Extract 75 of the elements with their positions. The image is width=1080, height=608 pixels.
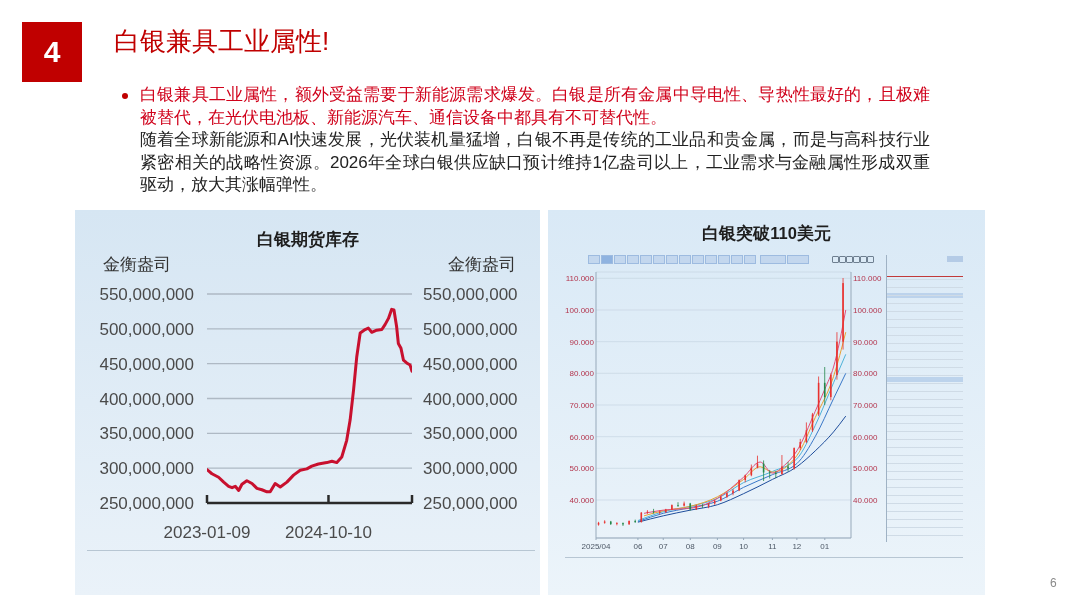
text: 6 (1050, 576, 1057, 590)
x-tick-label: 01 (820, 541, 830, 551)
y2-tick-label: 80.000 (853, 368, 879, 378)
x-tick-label: 08 (685, 541, 696, 551)
y2-tick-label: 50.000 (853, 463, 879, 473)
candlestick (830, 372, 832, 401)
y2-tick-label: 500,000,000 (423, 319, 518, 339)
y-axis-title: 金衡盎司 (103, 255, 171, 273)
y-tick-label: 50.000 (569, 463, 595, 473)
y-tick-label: 110.000 (565, 273, 595, 283)
candlestick (720, 494, 722, 502)
candlestick (664, 508, 667, 514)
x-tick-label: 11 (768, 541, 778, 551)
candlestick (683, 501, 685, 508)
y2-tick-label: 250,000,000 (423, 493, 518, 513)
candlestick (726, 491, 728, 499)
y2-tick-label: 100.000 (853, 305, 883, 315)
y-tick-label: 250,000,000 (99, 493, 194, 513)
y2-tick-label: 400,000,000 (423, 389, 518, 408)
candlestick (768, 469, 771, 479)
x-tick-label: 09 (712, 541, 723, 551)
candlestick (732, 488, 734, 496)
y-tick-label: 40.000 (569, 495, 595, 505)
y-tick-label: 100.000 (565, 305, 595, 315)
candlestick (701, 503, 704, 509)
x-tick-label: 12 (792, 541, 802, 551)
candlestick (781, 454, 783, 476)
text: 随着全球新能源和AI快速发展，光伏装机量猛增，白银不再是传统的工业品和贵金属，而是与高科技行业紧密相关的战略性资源。2026年全球白银供应缺口预计维持1亿盎司以上，工业需求与金融属性形成双重驱动，放大其涨幅弹性。 (140, 129, 930, 197)
y-tick-label: 70.000 (569, 400, 595, 410)
candlestick (823, 366, 826, 406)
text: 白银兼具工业属性，额外受益需要于新能源需求爆发。白银是所有金属中导电性、导热性最好的，且极难被替代，在光伏电池板、新能源汽车、通信设备中都具有不可替代性。 (140, 84, 930, 129)
y-tick-label: 500,000,000 (99, 319, 194, 339)
x-tick-label: 2023-01-09 (163, 522, 251, 542)
x-tick-label: 10 (739, 541, 749, 551)
candlestick (738, 479, 740, 492)
candlestick (836, 331, 838, 381)
x-tick-label: 07 (658, 541, 669, 551)
y-tick-label: 90.000 (569, 337, 595, 347)
chart-title: 白银突破110美元 (702, 224, 831, 242)
y2-axis-title: 金衡盎司 (448, 255, 516, 273)
y2-tick-label: 40.000 (853, 495, 879, 505)
y-tick-label: 400,000,000 (99, 389, 194, 408)
candlestick (652, 508, 655, 515)
candlestick (842, 277, 844, 350)
y2-tick-label: 70.000 (853, 400, 879, 410)
y-tick-label: 450,000,000 (99, 354, 194, 374)
x-tick-label: 06 (633, 541, 643, 551)
line-series (207, 307, 412, 494)
y-tick-label: 60.000 (569, 432, 595, 442)
y2-tick-label: 60.000 (853, 432, 879, 442)
y2-tick-label: 450,000,000 (423, 354, 518, 374)
line-series (637, 415, 847, 523)
y-tick-label: 300,000,000 (99, 458, 194, 478)
y-tick-label: 350,000,000 (99, 423, 194, 443)
candlestick (775, 470, 777, 479)
candlestick (793, 447, 795, 470)
chart-title: 白银期货库存 (256, 230, 359, 249)
square-badge: 4 (22, 22, 82, 82)
x-tick-label: 2024-10-10 (285, 522, 372, 542)
y2-tick-label: 350,000,000 (423, 423, 518, 443)
candlestick (787, 461, 789, 472)
y-tick-label: 80.000 (569, 368, 595, 378)
candlestick (671, 504, 673, 511)
text: 白银兼具工业属性! (114, 26, 330, 56)
y2-tick-label: 300,000,000 (423, 458, 518, 478)
candlestick (677, 501, 679, 508)
y2-tick-label: 90.000 (853, 337, 879, 347)
y-tick-label: 550,000,000 (99, 284, 194, 304)
candlestick (658, 510, 661, 515)
candlestick (646, 509, 649, 515)
candlestick (628, 520, 630, 526)
x-tick-label: 2025/04 (581, 541, 612, 551)
y2-tick-label: 110.000 (853, 273, 882, 283)
y2-tick-label: 550,000,000 (423, 284, 518, 304)
candlestick (689, 502, 692, 512)
